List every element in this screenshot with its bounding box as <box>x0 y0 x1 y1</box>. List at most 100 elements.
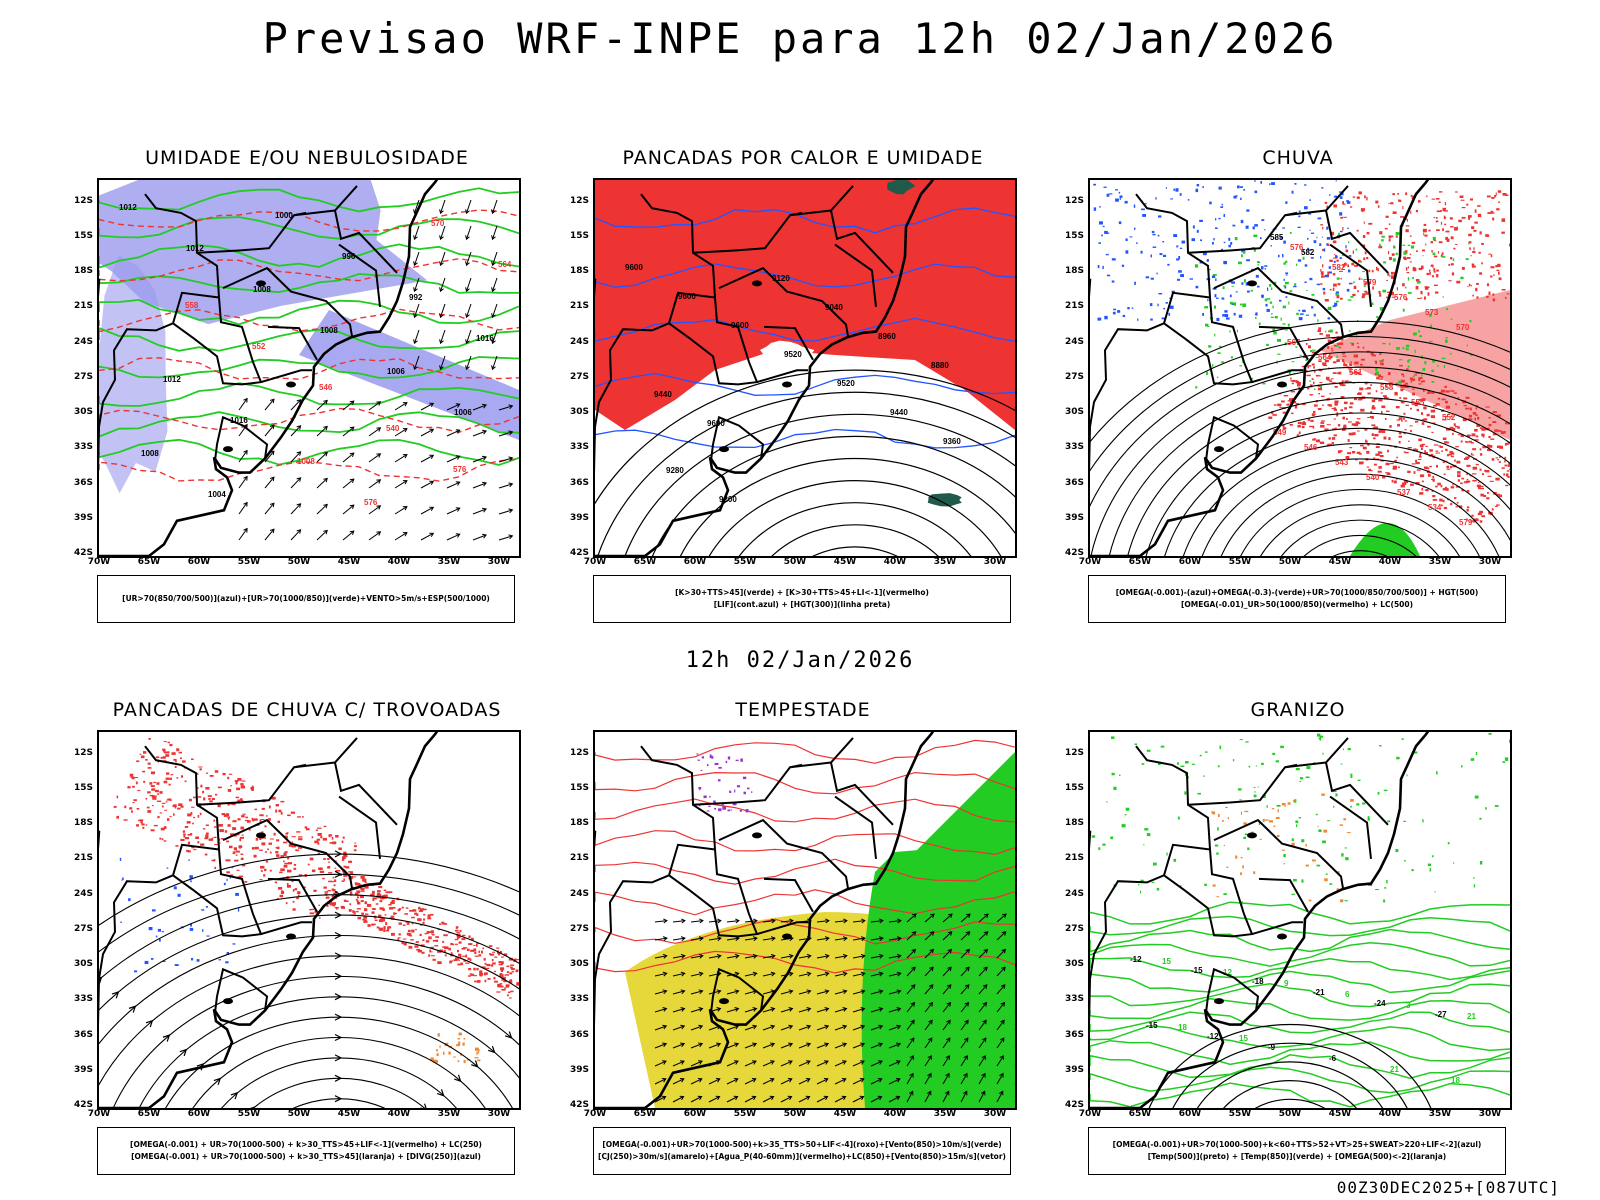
map-granizo: -12 -15 -18 -21 -24 -27 -15 -12 -9 -6 21 18 15 12 9 6 3 2… <box>1088 730 1512 1110</box>
lon-tick-label: 70W <box>87 1109 111 1119</box>
contour-label: 992 <box>409 293 423 302</box>
lon-tick-label: 55W <box>733 1109 757 1119</box>
contour-label: 576 <box>453 465 467 474</box>
lon-tick-label: 70W <box>583 557 607 567</box>
rain-green-south <box>1350 523 1420 556</box>
contour-label: 546 <box>319 383 333 392</box>
lat-tick-label: 27S <box>569 923 589 934</box>
lon-tick-label: 55W <box>237 1109 261 1119</box>
lon-tick-label: 45W <box>833 557 857 567</box>
precipitable-water-contours <box>595 739 1015 974</box>
contour-label: 9360 <box>943 437 961 446</box>
border-line <box>1284 761 1389 826</box>
contour-label: 9 <box>1284 979 1289 988</box>
lat-tick-label: 42S <box>569 1100 589 1110</box>
lat-axis-labels: 12S 15S 18S 21S 24S 27S 30S 33S 36S 39S 42S <box>557 730 589 1111</box>
border-line <box>1258 325 1309 361</box>
border-line <box>667 843 759 938</box>
rain-red-north <box>1320 190 1510 302</box>
contour-label: 585 <box>1270 233 1284 242</box>
border-line <box>1258 877 1309 913</box>
map-umidade: 1012 1012 1008 1008 1006 1006 1008 1004 1000 996 9… <box>97 178 521 558</box>
lake <box>1247 280 1257 287</box>
border-line <box>763 877 814 913</box>
contour-label: -6 <box>1329 1054 1337 1063</box>
lat-tick-label: 15S <box>569 230 589 241</box>
lake <box>782 381 792 388</box>
border-line <box>1187 763 1298 806</box>
convective-area <box>595 180 1015 430</box>
legend-line: [CJ(250)>30m/s](amarelo)+[Agua_P(40-60mm… <box>598 1152 1006 1161</box>
map-pancadas: 9600 9600 9600 9520 9520 9440 9360 9280 9200 9120… <box>593 178 1017 558</box>
lon-tick-label: 55W <box>733 557 757 567</box>
contour-label: 9600 <box>625 263 643 272</box>
contour-label: 9600 <box>731 321 749 330</box>
contour-label: 552 <box>252 342 266 351</box>
border-line <box>595 322 670 474</box>
contour-label: 564 <box>498 260 512 269</box>
lat-tick-label: 21S <box>73 853 93 864</box>
lat-tick-label: 12S <box>1064 195 1084 206</box>
divergence-blue <box>119 857 240 973</box>
border-line <box>171 291 263 386</box>
lon-axis-labels: 70W 65W 60W 55W 50W 45W 40W 35W 30W <box>584 557 1053 569</box>
lat-tick-label: 33S <box>1064 442 1084 453</box>
lon-tick-label: 65W <box>1128 1109 1152 1119</box>
lon-tick-label: 30W <box>1478 557 1502 567</box>
lon-tick-label: 50W <box>1278 1109 1302 1119</box>
contour-label: 6 <box>1345 990 1350 999</box>
border-line <box>214 415 269 461</box>
map-trovoadas <box>97 730 521 1110</box>
lon-axis-labels: 70W 65W 60W 55W 50W 45W 40W 35W 30W <box>1079 1109 1548 1121</box>
lat-tick-label: 39S <box>569 512 589 523</box>
lon-tick-label: 35W <box>933 1109 957 1119</box>
lon-tick-label: 40W <box>883 557 907 567</box>
lat-tick-label: 15S <box>73 782 93 793</box>
lat-tick-label: 39S <box>73 512 93 523</box>
lat-tick-label: 24S <box>73 336 93 347</box>
lat-tick-label: 33S <box>73 442 93 453</box>
lon-tick-label: 55W <box>237 557 261 567</box>
coastline <box>1090 180 1430 556</box>
lat-tick-label: 42S <box>1064 548 1084 558</box>
lon-tick-label: 70W <box>1078 557 1102 567</box>
border-line <box>1325 737 1349 764</box>
border-line <box>834 243 877 308</box>
lon-tick-label: 70W <box>1078 1109 1102 1119</box>
contour-label: 8960 <box>878 332 896 341</box>
lat-tick-label: 27S <box>1064 371 1084 382</box>
border-line <box>1162 291 1254 386</box>
lon-tick-label: 45W <box>833 1109 857 1119</box>
legend-box: [OMEGA(-0.001)-(azul)+OMEGA(-0.3)-(verde… <box>1088 575 1506 623</box>
contour-label: 576 <box>1394 293 1408 302</box>
valid-time-title: 12h 02/Jan/2026 <box>685 648 915 673</box>
border-line <box>267 325 318 361</box>
border-line <box>667 291 759 386</box>
contour-label: 1006 <box>454 408 472 417</box>
lon-tick-label: 40W <box>387 557 411 567</box>
contour-label: 543 <box>1335 458 1349 467</box>
lake <box>1247 832 1257 839</box>
lat-tick-label: 39S <box>73 1064 93 1075</box>
run-footer: 00Z30DEC2025+[087UTC] <box>1336 1178 1560 1197</box>
lat-tick-label: 36S <box>1064 477 1084 488</box>
lat-tick-label: 21S <box>1064 853 1084 864</box>
lat-tick-label: 30S <box>1064 959 1084 969</box>
lat-tick-label: 33S <box>569 994 589 1005</box>
lon-tick-label: 40W <box>883 1109 907 1119</box>
lon-axis-labels: 70W 65W 60W 55W 50W 45W 40W 35W 30W <box>1079 557 1548 569</box>
lon-tick-label: 35W <box>1428 1109 1452 1119</box>
lat-tick-label: 15S <box>1064 782 1084 793</box>
legend-line: [K>30+TTS>45](verde) + [K>30+TTS>45+LI<-… <box>675 588 929 597</box>
lake <box>1214 998 1224 1005</box>
border-line <box>334 185 358 212</box>
border-line <box>830 185 854 212</box>
lat-tick-label: 30S <box>1064 407 1084 417</box>
contour-label: 9600 <box>707 419 725 428</box>
lon-tick-label: 30W <box>983 557 1007 567</box>
geography <box>595 732 935 1108</box>
contour-label: 996 <box>342 252 356 261</box>
rain-band-shade <box>1320 290 1510 440</box>
lake <box>256 280 266 287</box>
border-line <box>1329 243 1372 308</box>
